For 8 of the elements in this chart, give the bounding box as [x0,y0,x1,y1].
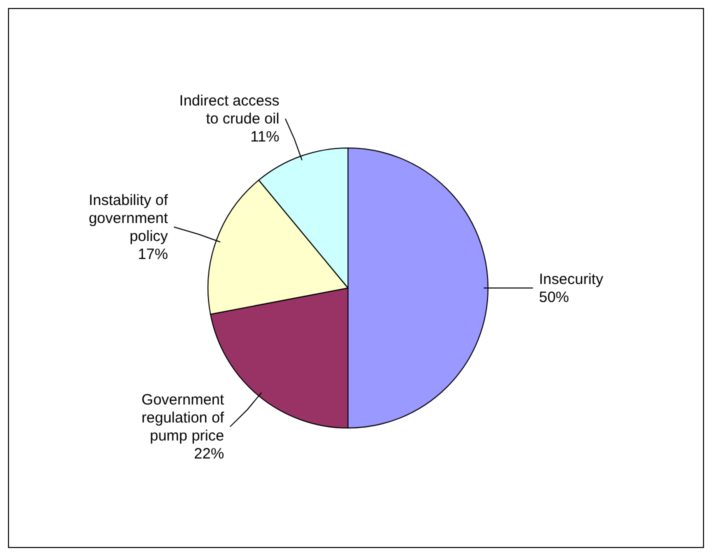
slice-label: Indirect access to crude oil [179,92,280,128]
slice-label: Instability of government policy [88,192,169,246]
data-label: 17% [138,246,168,264]
data-label: 22% [194,446,224,463]
data-label: 50% [539,289,570,306]
data-label: 11% [250,128,280,146]
slice-label: Government regulation of pump price [142,392,225,445]
slice-label: Insecurity [539,271,604,288]
